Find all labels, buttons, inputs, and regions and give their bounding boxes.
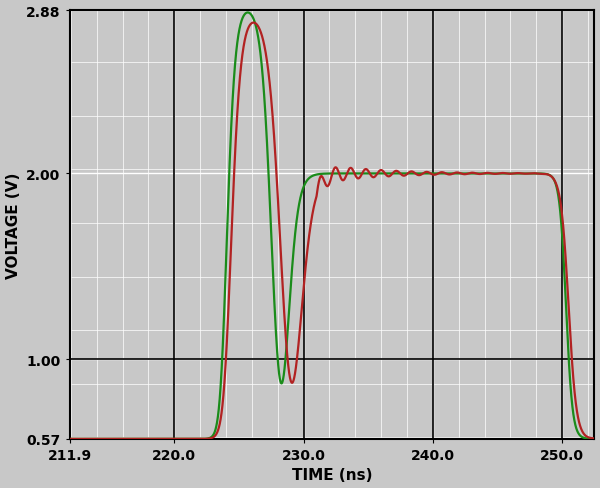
X-axis label: TIME (ns): TIME (ns) [292,468,372,483]
Y-axis label: VOLTAGE (V): VOLTAGE (V) [5,172,20,278]
